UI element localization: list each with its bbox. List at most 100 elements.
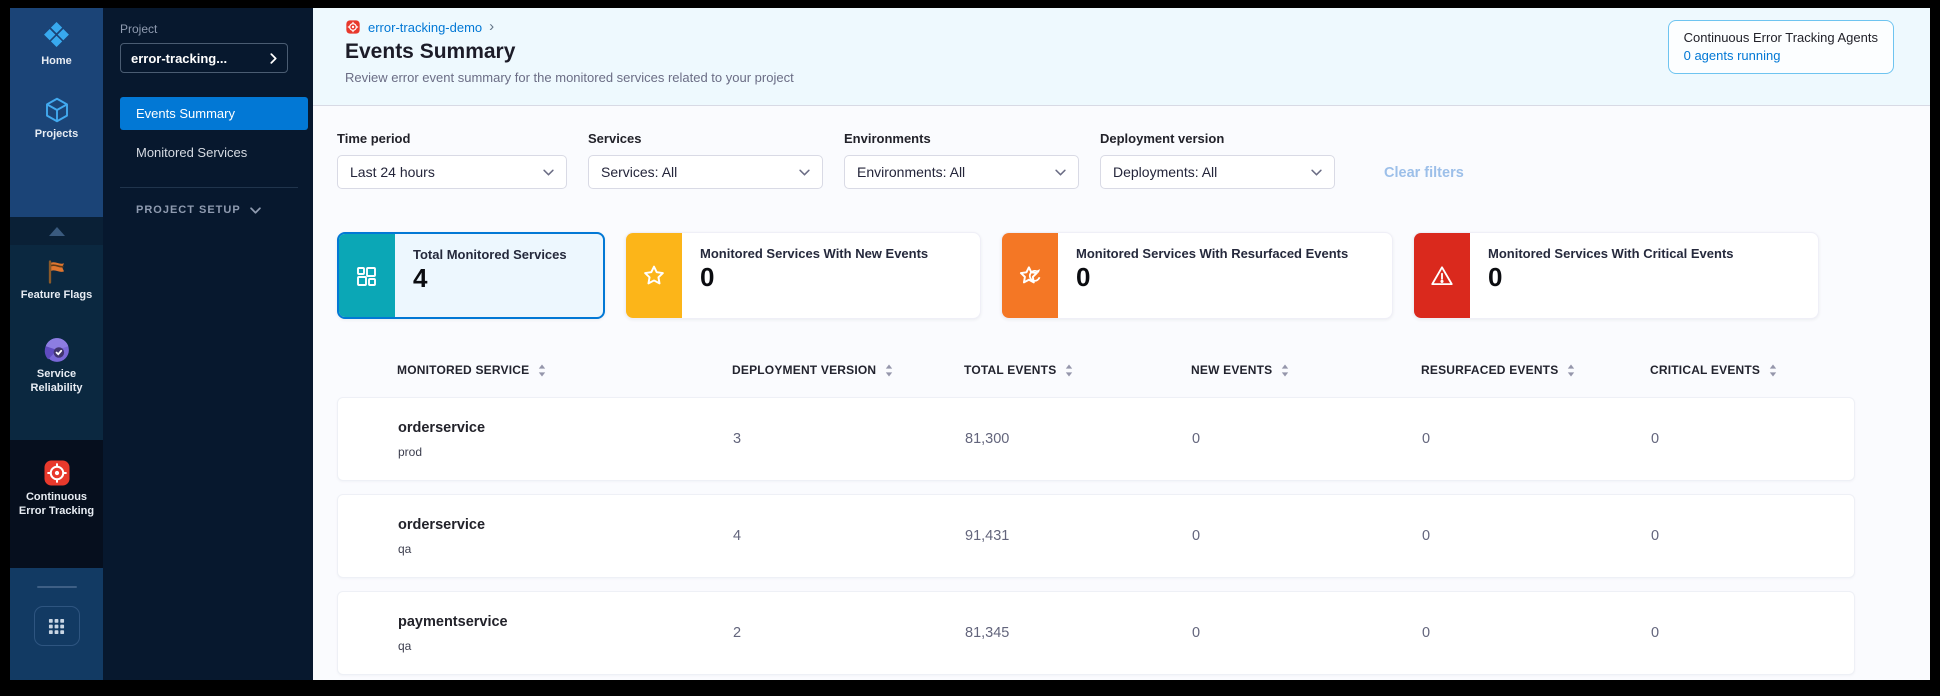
- filter-label: Deployment version: [1100, 131, 1225, 146]
- module-projects[interactable]: Projects: [10, 95, 103, 142]
- table-row[interactable]: orderservice qa 4 91,431 0 0 0: [337, 494, 1855, 578]
- column-header-resurfaced-events[interactable]: RESURFACED EVENTS: [1421, 363, 1650, 377]
- card-title: Total Monitored Services: [413, 247, 567, 262]
- sidebar-item-monitored-services[interactable]: Monitored Services: [136, 145, 248, 160]
- summary-cards: Total Monitored Services 4 Monitored Ser…: [337, 232, 1930, 319]
- filter-label: Environments: [844, 131, 931, 146]
- breadcrumb-link[interactable]: error-tracking-demo: [368, 19, 483, 35]
- service-cell: paymentservice qa: [338, 592, 733, 674]
- column-header-new-events[interactable]: NEW EVENTS: [1191, 363, 1421, 377]
- star-refresh-icon: [1017, 263, 1043, 289]
- critical-events-cell: 0: [1651, 625, 1660, 641]
- column-header-label: NEW EVENTS: [1191, 363, 1273, 377]
- column-header-deployment-version[interactable]: DEPLOYMENT VERSION: [732, 363, 964, 377]
- service-cell: orderservice qa: [338, 495, 733, 577]
- resurfaced-events-cell: 0: [1422, 625, 1431, 641]
- service-cell: orderservice prod: [338, 398, 733, 480]
- module-continuous-error-tracking[interactable]: Continuous Error Tracking: [10, 458, 103, 519]
- module-scroll-up[interactable]: [10, 217, 103, 245]
- module-label: Service Reliability: [30, 367, 83, 394]
- card-value: 0: [1076, 262, 1091, 292]
- page-title: Events Summary: [345, 40, 516, 63]
- chevron-right-icon: [270, 52, 277, 64]
- chevron-down-icon: [1055, 169, 1066, 176]
- filter-environments: Environments Environments: All: [844, 131, 1079, 189]
- environments-select[interactable]: Environments: All: [844, 155, 1079, 189]
- service-name: orderservice: [398, 516, 486, 533]
- page-subtitle: Review error event summary for the monit…: [345, 70, 794, 85]
- breadcrumb: error-tracking-demo ›: [345, 19, 1930, 35]
- project-selector[interactable]: error-tracking...: [120, 43, 288, 73]
- card-title: Monitored Services With Resurfaced Event…: [1076, 246, 1349, 261]
- filters-bar: Time period Last 24 hours Services Servi…: [337, 131, 1930, 189]
- reliability-icon: [42, 335, 72, 365]
- module-label: Projects: [34, 127, 79, 140]
- column-header-label: DEPLOYMENT VERSION: [732, 363, 877, 377]
- service-environment: qa: [398, 541, 412, 556]
- sort-icon: [1567, 364, 1575, 377]
- column-header-critical-events[interactable]: CRITICAL EVENTS: [1650, 363, 1855, 377]
- column-header-label: TOTAL EVENTS: [964, 363, 1057, 377]
- table-row[interactable]: paymentservice qa 2 81,345 0 0 0: [337, 591, 1855, 675]
- deployment-version-cell: 3: [733, 431, 742, 447]
- app-window: ❖ Home Projects Feature Flags: [10, 8, 1930, 680]
- critical-events-cell: 0: [1651, 528, 1660, 544]
- card-body: Monitored Services With New Events 0: [682, 233, 946, 318]
- time-period-select[interactable]: Last 24 hours: [337, 155, 567, 189]
- services-select[interactable]: Services: All: [588, 155, 823, 189]
- sort-icon: [538, 364, 546, 377]
- agents-status-card: Continuous Error Tracking Agents 0 agent…: [1667, 20, 1894, 74]
- card-icon-block: [626, 233, 682, 318]
- star-icon: [641, 263, 667, 289]
- agents-status-title: Continuous Error Tracking Agents: [1683, 30, 1878, 45]
- module-label: Continuous Error Tracking: [18, 491, 95, 517]
- project-selector-value: error-tracking...: [131, 50, 228, 66]
- environments-value: Environments: All: [857, 164, 966, 180]
- project-setup-toggle[interactable]: PROJECT SETUP: [120, 204, 313, 216]
- deployments-value: Deployments: All: [1113, 164, 1218, 180]
- column-header-total-events[interactable]: TOTAL EVENTS: [964, 363, 1191, 377]
- error-tracking-icon: [345, 19, 361, 35]
- card-icon-block: [1002, 233, 1058, 318]
- deployments-select[interactable]: Deployments: All: [1100, 155, 1335, 189]
- column-header-label: CRITICAL EVENTS: [1650, 363, 1761, 377]
- new-events-cell: 0: [1192, 625, 1201, 641]
- clear-filters-button[interactable]: Clear filters: [1384, 165, 1464, 181]
- module-home[interactable]: ❖ Home: [10, 17, 103, 69]
- card-title: Monitored Services With New Events: [700, 246, 929, 261]
- harness-logo-icon: ❖: [41, 17, 72, 55]
- resurfaced-events-cell: 0: [1422, 431, 1431, 447]
- module-service-reliability[interactable]: Service Reliability: [10, 335, 103, 396]
- module-label: Feature Flags: [20, 289, 93, 301]
- table-row[interactable]: orderservice prod 3 81,300 0 0 0: [337, 397, 1855, 481]
- deployment-version-cell: 4: [733, 528, 742, 544]
- service-name: orderservice: [398, 419, 486, 436]
- page-content: Time period Last 24 hours Services Servi…: [313, 106, 1930, 680]
- column-header-monitored-service[interactable]: MONITORED SERVICE: [337, 363, 732, 377]
- nav-divider: [36, 586, 77, 588]
- card-total-monitored-services[interactable]: Total Monitored Services 4: [337, 232, 605, 319]
- module-nav-cet: Continuous Error Tracking: [10, 440, 103, 568]
- warning-icon: [1429, 263, 1455, 289]
- sidebar-item-events-summary[interactable]: Events Summary: [120, 97, 308, 130]
- module-feature-flags[interactable]: Feature Flags: [10, 258, 103, 303]
- project-sidebar: Project error-tracking... Events Summary…: [103, 8, 313, 680]
- module-grid-button[interactable]: [33, 606, 80, 646]
- card-body: Monitored Services With Critical Events …: [1470, 233, 1752, 318]
- card-critical-events[interactable]: Monitored Services With Critical Events …: [1413, 232, 1819, 319]
- table-header-row: MONITORED SERVICE DEPLOYMENT VERSION TOT…: [337, 359, 1855, 381]
- new-events-cell: 0: [1192, 431, 1201, 447]
- module-nav: ❖ Home Projects Feature Flags: [10, 8, 103, 680]
- chevron-up-icon: [48, 226, 65, 236]
- chevron-down-icon: [799, 169, 810, 176]
- total-events-cell: 81,300: [965, 431, 1010, 447]
- card-body: Monitored Services With Resurfaced Event…: [1058, 233, 1366, 318]
- project-setup-label: PROJECT SETUP: [136, 204, 241, 216]
- agents-running-link[interactable]: 0 agents running: [1683, 48, 1781, 63]
- card-new-events[interactable]: Monitored Services With New Events 0: [625, 232, 981, 319]
- card-value: 0: [700, 262, 715, 292]
- service-environment: qa: [398, 638, 412, 653]
- card-title: Monitored Services With Critical Events: [1488, 246, 1734, 261]
- card-resurfaced-events[interactable]: Monitored Services With Resurfaced Event…: [1001, 232, 1393, 319]
- services-value: Services: All: [601, 164, 678, 180]
